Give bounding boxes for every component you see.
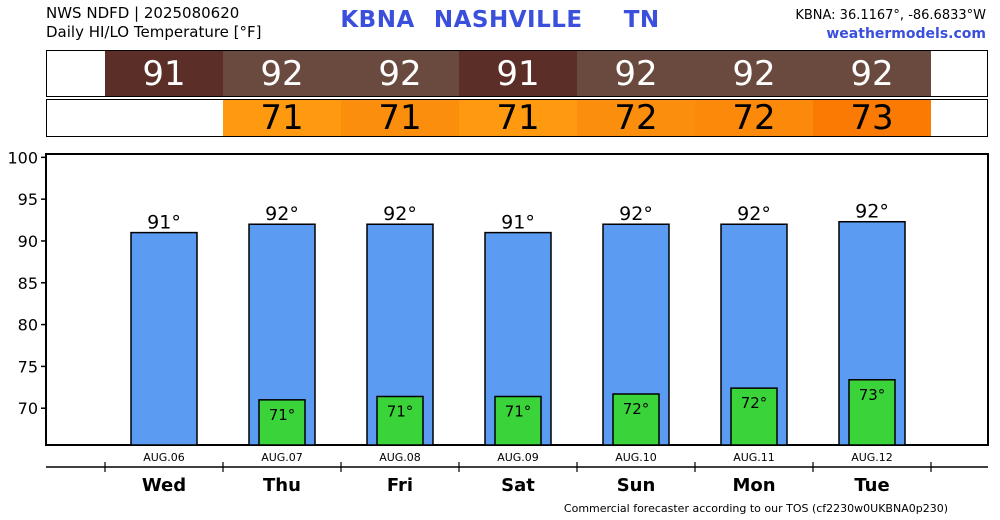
weekday-label: Thu: [263, 475, 301, 496]
high-temp-label: 92°: [383, 203, 417, 225]
chart-title: Daily HI/LO Temperature [°F]: [46, 23, 262, 41]
low-temp-strip: 71 71 71 72 72 73: [46, 98, 988, 138]
high-strip-cell: 91: [105, 51, 223, 96]
low-temp-label: 71°: [269, 406, 296, 424]
low-temp-bar: [376, 395, 424, 446]
low-temp-bar: [258, 399, 306, 446]
low-strip-cell: 71: [223, 98, 341, 138]
low-temp-label: 72°: [741, 394, 768, 412]
date-label: AUG.06: [143, 451, 185, 464]
high-temp-label: 92°: [737, 203, 771, 225]
high-strip-cell: 92: [577, 51, 695, 96]
low-strip-cell: 72: [577, 98, 695, 138]
low-temp-label: 71°: [387, 403, 414, 421]
high-temp-bar: [130, 231, 198, 446]
y-tick-label: 85: [18, 274, 38, 293]
high-strip-cell: 91: [459, 51, 577, 96]
high-temp-label: 92°: [265, 203, 299, 225]
weekday-label: Sun: [617, 475, 656, 496]
date-label: AUG.09: [497, 451, 539, 464]
high-strip-cell: 92: [223, 51, 341, 96]
low-temp-bar: [730, 387, 778, 446]
high-strip-cell: 92: [695, 51, 813, 96]
low-temp-label: 73°: [859, 386, 886, 404]
chart-header-right: KBNA: 36.1167°, -86.6833°W weathermodels…: [795, 6, 986, 44]
high-strip-cell: 92: [341, 51, 459, 96]
high-temp-label: 91°: [501, 212, 535, 234]
high-temp-label: 92°: [855, 201, 889, 223]
site-link[interactable]: weathermodels.com: [826, 26, 986, 42]
date-label: AUG.07: [261, 451, 303, 464]
low-temp-bar: [848, 379, 896, 446]
high-temp-label: 92°: [619, 203, 653, 225]
y-tick-label: 95: [18, 190, 38, 209]
y-tick-label: 70: [18, 399, 38, 418]
date-label: AUG.11: [733, 451, 775, 464]
low-temp-bar: [612, 393, 660, 446]
y-tick-label: 90: [18, 232, 38, 251]
high-temp-label: 91°: [147, 212, 181, 234]
date-label: AUG.08: [379, 451, 421, 464]
y-tick-label: 100: [7, 148, 38, 167]
weekday-label: Mon: [732, 475, 775, 496]
y-tick-label: 80: [18, 316, 38, 335]
high-temp-strip: 91 92 92 91 92 92 92: [46, 50, 988, 97]
low-temp-bar: [494, 395, 542, 446]
y-tick-label: 75: [18, 357, 38, 376]
model-run-label: NWS NDFD | 2025080620: [46, 4, 240, 22]
chart-header-left: NWS NDFD | 2025080620 Daily HI/LO Temper…: [46, 4, 262, 42]
footer-note: Commercial forecaster according to our T…: [563, 502, 948, 515]
low-strip-cell: 71: [341, 98, 459, 138]
low-strip-cell: 72: [695, 98, 813, 138]
date-label: AUG.12: [851, 451, 893, 464]
weekday-label: Sat: [501, 475, 535, 496]
low-strip-cell: 71: [459, 98, 577, 138]
low-strip-cell: 73: [813, 98, 931, 138]
weekday-label: Tue: [854, 475, 889, 496]
station-coords: KBNA: 36.1167°, -86.6833°W: [795, 8, 986, 23]
low-temp-label: 72°: [623, 400, 650, 418]
date-label: AUG.10: [615, 451, 657, 464]
low-temp-label: 71°: [505, 403, 532, 421]
weekday-label: Wed: [142, 475, 186, 496]
high-strip-cell: 92: [813, 51, 931, 96]
weekday-label: Fri: [387, 475, 413, 496]
